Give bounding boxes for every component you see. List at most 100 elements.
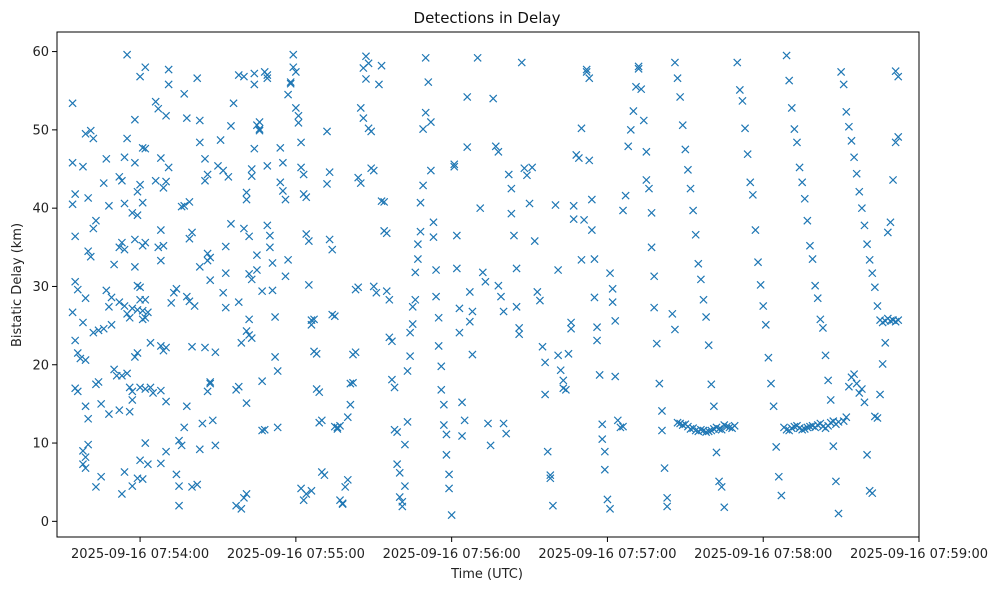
detection-point: [138, 475, 147, 484]
detection-point: [655, 379, 664, 388]
detection-point: [593, 336, 602, 345]
detection-point: [250, 144, 259, 153]
detection-point: [307, 486, 316, 495]
detection-point: [465, 317, 474, 326]
detection-point: [824, 376, 833, 385]
detection-point: [302, 229, 311, 239]
detection-point: [395, 493, 404, 502]
detection-point: [154, 243, 163, 252]
detection-point: [515, 323, 524, 332]
detection-point: [634, 64, 643, 73]
detection-point: [860, 221, 869, 230]
detection-point: [530, 237, 539, 246]
detection-point: [117, 371, 126, 380]
detection-point: [367, 127, 376, 136]
detection-point: [678, 121, 687, 130]
detection-point: [203, 170, 212, 179]
detection-point: [177, 441, 186, 450]
detection-point: [123, 134, 132, 143]
detection-point: [795, 163, 804, 172]
detection-point: [808, 255, 817, 264]
detection-point: [289, 63, 298, 72]
detection-point: [681, 145, 690, 154]
detection-point: [608, 298, 617, 307]
detection-point: [187, 228, 197, 237]
detection-point: [857, 384, 866, 394]
detection-point: [421, 53, 430, 62]
detection-point: [541, 358, 550, 367]
detection-point: [408, 320, 417, 329]
detection-point: [642, 147, 651, 156]
detection-point: [842, 107, 851, 116]
detection-point: [242, 195, 251, 204]
detection-point: [569, 215, 578, 224]
detection-point: [322, 127, 332, 136]
detection-point: [657, 406, 666, 415]
detection-point: [125, 407, 134, 416]
detection-point: [452, 264, 461, 273]
detection-point: [463, 92, 472, 102]
detection-point: [868, 489, 877, 498]
detection-point: [790, 125, 799, 134]
detection-point: [603, 495, 612, 504]
detection-point: [265, 243, 274, 252]
detection-point: [413, 240, 422, 249]
detection-point: [120, 302, 129, 311]
detection-point: [598, 435, 607, 444]
detection-point: [390, 383, 399, 392]
detection-point: [221, 242, 230, 251]
detection-point: [473, 53, 482, 62]
detection-point: [302, 193, 311, 202]
detection-point: [439, 421, 448, 430]
detection-point: [307, 320, 316, 329]
detection-point: [247, 164, 256, 174]
detection-point: [86, 126, 95, 135]
detection-point: [611, 372, 620, 381]
detection-point: [585, 74, 594, 83]
detection-point: [863, 240, 872, 249]
detection-point: [156, 386, 165, 395]
detection-point: [315, 388, 324, 397]
detection-point: [606, 269, 615, 278]
detection-point: [128, 482, 137, 491]
detection-point: [182, 292, 191, 301]
detection-point: [382, 287, 391, 296]
y-axis: 0 10 20 30 40 50 60: [32, 45, 57, 530]
detection-point: [873, 302, 882, 311]
detection-point: [715, 477, 724, 486]
detection-point: [400, 482, 409, 491]
detection-point: [162, 343, 171, 352]
detection-point: [346, 400, 355, 409]
detection-point: [419, 125, 428, 134]
detection-point: [146, 338, 155, 347]
detection-point: [172, 470, 181, 479]
detection-point: [68, 200, 77, 209]
detection-point: [195, 116, 204, 125]
detection-point: [297, 163, 306, 172]
detection-point: [341, 482, 350, 491]
detection-point: [481, 277, 490, 286]
detection-point: [343, 413, 352, 422]
detection-point: [330, 312, 339, 321]
detection-point: [133, 187, 142, 196]
detection-point: [224, 172, 233, 181]
detection-point: [694, 259, 703, 268]
detection-point: [128, 395, 137, 405]
detection-point: [149, 388, 158, 397]
detection-point: [528, 163, 537, 172]
detection-point: [271, 352, 280, 361]
detection-point: [141, 384, 150, 394]
detection-point: [138, 198, 147, 207]
detection-point: [156, 154, 165, 163]
detection-point: [535, 296, 544, 305]
detection-point: [577, 124, 586, 133]
detection-point: [252, 265, 261, 275]
detection-point: [130, 158, 139, 167]
detection-point: [489, 94, 498, 103]
detection-point: [483, 419, 493, 428]
detection-point: [84, 440, 93, 449]
detection-point: [652, 339, 661, 348]
detection-point: [733, 58, 742, 67]
detection-point: [842, 413, 851, 422]
detection-point: [104, 410, 113, 419]
